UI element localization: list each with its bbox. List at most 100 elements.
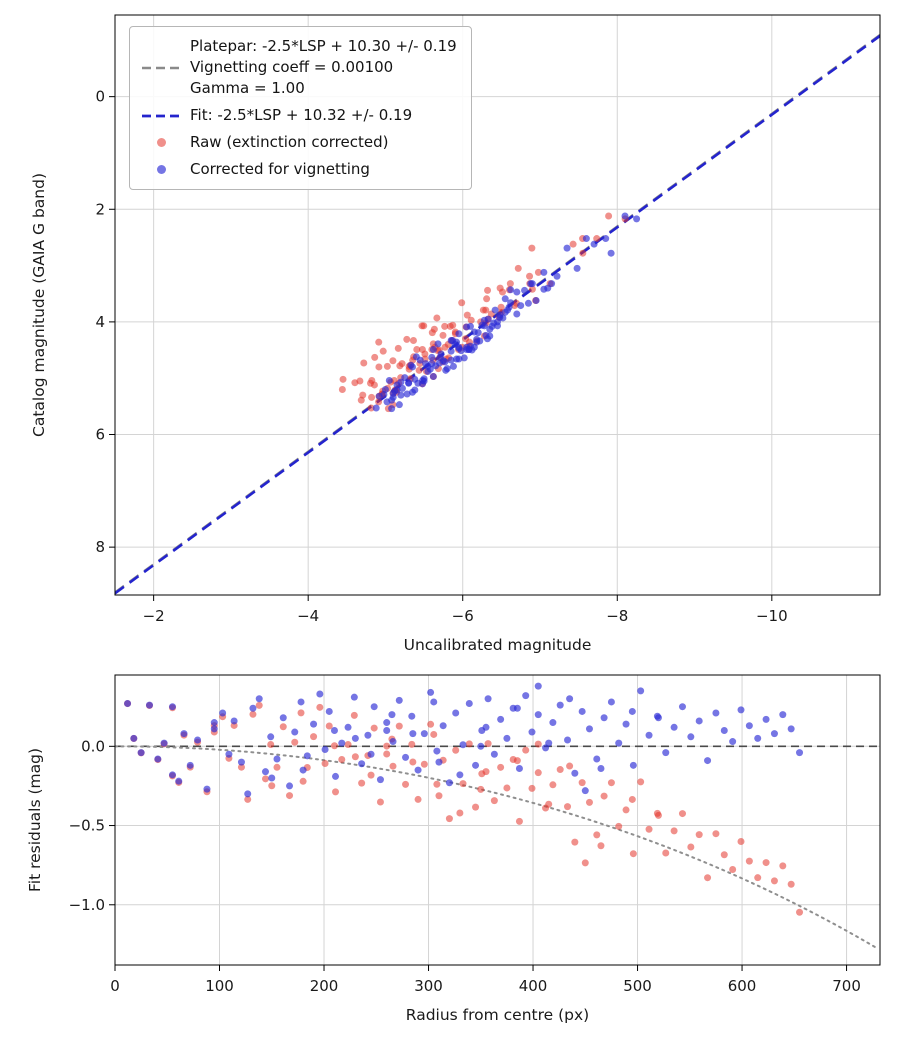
corrected-residual-point xyxy=(358,760,366,768)
corrected-residual-point xyxy=(593,755,601,763)
raw-residual-point xyxy=(332,788,340,796)
corrected-residual-point xyxy=(344,723,352,731)
corrected-point xyxy=(466,322,474,330)
corrected-residual-point xyxy=(370,703,378,711)
raw-point xyxy=(484,286,492,294)
corrected-point xyxy=(455,343,463,351)
raw-point xyxy=(398,360,406,368)
corrected-marker-icon xyxy=(140,165,182,174)
raw-residual-point xyxy=(581,859,589,867)
corrected-point xyxy=(499,314,507,322)
raw-residual-point xyxy=(383,742,391,750)
corrected-residual-point xyxy=(175,777,183,785)
raw-residual-point xyxy=(712,830,720,838)
raw-residual-point xyxy=(445,815,453,823)
raw-residual-point xyxy=(358,779,366,787)
corrected-point xyxy=(517,302,525,310)
raw-point xyxy=(368,393,376,401)
corrected-residual-point xyxy=(578,707,586,715)
raw-point xyxy=(403,335,411,343)
raw-residual-point xyxy=(534,769,542,777)
corrected-residual-point xyxy=(704,757,712,765)
corrected-point xyxy=(447,347,455,355)
corrected-point xyxy=(602,235,610,243)
corrected-residual-point xyxy=(414,766,422,774)
corrected-residual-point xyxy=(168,771,176,779)
corrected-residual-point xyxy=(267,733,275,741)
corrected-residual-point xyxy=(321,745,329,753)
corrected-point xyxy=(397,378,405,386)
corrected-point xyxy=(468,346,476,354)
raw-residual-point xyxy=(670,827,678,835)
raw-residual-point xyxy=(255,701,263,709)
raw-point xyxy=(526,272,534,280)
raw-residual-point xyxy=(600,792,608,800)
corrected-residual-point xyxy=(210,725,218,733)
raw-residual-point xyxy=(316,703,324,711)
x-tick-label: −2 xyxy=(143,607,165,625)
corrected-residual-point xyxy=(628,707,636,715)
raw-residual-point xyxy=(720,851,728,859)
raw-point xyxy=(371,353,379,361)
corrected-point xyxy=(447,336,455,344)
raw-point xyxy=(497,303,505,311)
raw-residual-point xyxy=(522,746,530,754)
points-layer xyxy=(124,682,804,916)
vignetting-model-curve xyxy=(115,745,877,949)
corrected-point xyxy=(527,280,535,288)
corrected-residual-point xyxy=(430,698,438,706)
raw-point xyxy=(506,280,514,288)
corrected-residual-point xyxy=(389,738,397,746)
corrected-residual-point xyxy=(445,779,453,787)
raw-residual-point xyxy=(435,792,443,800)
corrected-residual-point xyxy=(513,704,521,712)
corrected-residual-point xyxy=(255,695,263,703)
corrected-residual-point xyxy=(299,766,307,774)
corrected-point xyxy=(442,366,450,374)
raw-residual-point xyxy=(273,763,281,771)
raw-residual-point xyxy=(330,742,338,750)
corrected-residual-point xyxy=(279,714,287,722)
corrected-point xyxy=(420,377,428,385)
legend-raw-text: Raw (extinction corrected) xyxy=(190,133,389,151)
raw-residual-point xyxy=(376,798,384,806)
corrected-residual-point xyxy=(678,703,686,711)
corrected-residual-point xyxy=(330,726,338,734)
raw-point xyxy=(479,306,487,314)
corrected-point xyxy=(544,284,552,292)
corrected-point xyxy=(590,240,598,248)
x-tick-label: 700 xyxy=(832,977,861,995)
corrected-point xyxy=(607,249,615,257)
raw-residual-point xyxy=(279,723,287,731)
legend-fit-text: Fit: -2.5*LSP + 10.32 +/- 0.19 xyxy=(190,106,413,124)
legend-item-corrected: Corrected for vignetting xyxy=(140,159,457,180)
corrected-residual-point xyxy=(268,774,276,782)
raw-point xyxy=(375,338,383,346)
corrected-point xyxy=(453,355,461,363)
raw-residual-point xyxy=(291,738,299,746)
corrected-point xyxy=(532,296,540,304)
corrected-residual-point xyxy=(670,723,678,731)
corrected-residual-point xyxy=(779,711,787,719)
raw-residual-point xyxy=(796,908,804,916)
raw-residual-point xyxy=(678,810,686,818)
raw-residual-point xyxy=(513,757,521,765)
raw-point xyxy=(441,322,449,330)
raw-point xyxy=(383,362,391,370)
corrected-point xyxy=(491,306,499,314)
corrected-residual-point xyxy=(435,758,443,766)
raw-residual-point xyxy=(338,755,346,763)
corrected-point xyxy=(381,385,389,393)
corrected-residual-point xyxy=(452,709,460,717)
raw-point xyxy=(446,322,454,330)
raw-residual-point xyxy=(237,763,245,771)
corrected-residual-point xyxy=(549,719,557,727)
corrected-point xyxy=(633,215,641,223)
corrected-point xyxy=(449,362,457,370)
corrected-point xyxy=(397,391,405,399)
raw-residual-point xyxy=(482,768,490,776)
raw-residual-point xyxy=(383,750,391,758)
raw-point xyxy=(338,385,346,393)
raw-point xyxy=(356,377,364,385)
platepar-label-line-1: Platepar: -2.5*LSP + 10.30 +/- 0.19 xyxy=(190,37,457,55)
